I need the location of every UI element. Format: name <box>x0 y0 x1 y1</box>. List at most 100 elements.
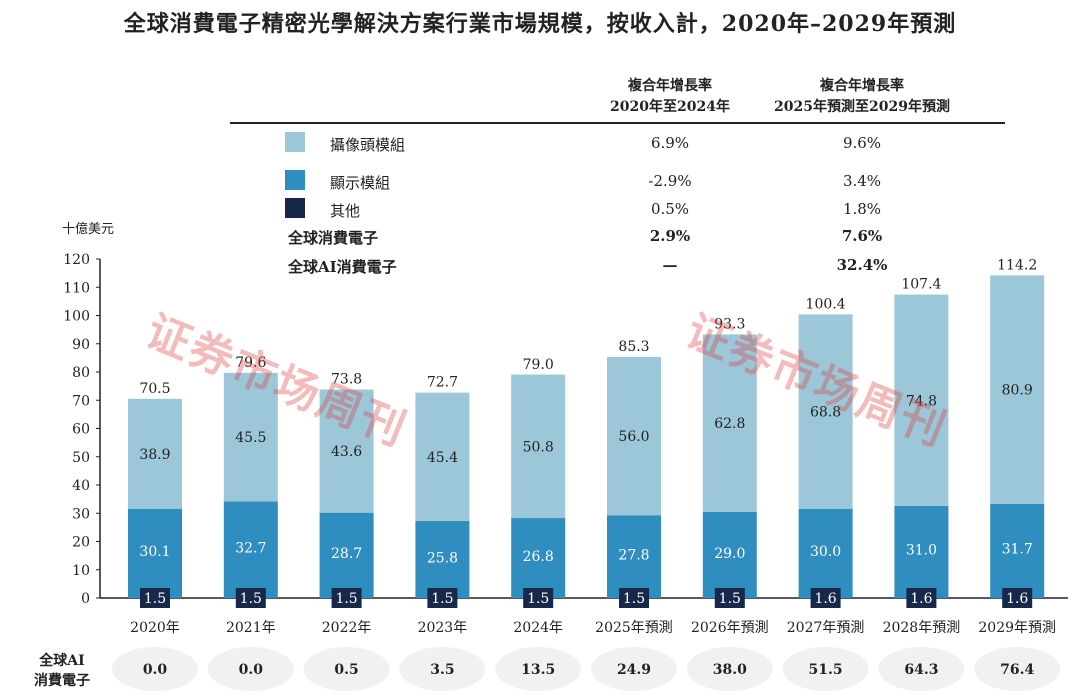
ai-value-bubble <box>782 647 869 691</box>
bar-segment-camera <box>319 389 374 513</box>
bar-segment-display <box>798 508 853 598</box>
ai-value-label: 3.5 <box>430 662 454 678</box>
y-tick-label: 20 <box>72 535 90 551</box>
other-value-label: 1.5 <box>431 591 453 607</box>
display-value-label: 29.0 <box>714 546 745 562</box>
ai-value-bubble <box>591 647 677 691</box>
other-value-label: 1.6 <box>814 591 836 607</box>
ai-value-bubble <box>112 647 198 691</box>
y-tick-label: 100 <box>63 309 90 325</box>
bar-segment-camera <box>511 374 566 519</box>
y-tick-label: 60 <box>72 422 90 438</box>
cagr-2025-2029: 9.6% <box>842 134 882 152</box>
y-tick-label: 10 <box>72 563 90 579</box>
bar-segment-display <box>319 512 374 598</box>
x-tick-label: 2029年預測 <box>978 620 1056 636</box>
other-value-label: 1.5 <box>623 591 645 607</box>
y-axis-unit: 十億美元 <box>62 222 115 237</box>
bar-segment-other <box>235 588 266 608</box>
other-value-label: 1.5 <box>240 591 262 607</box>
cagr-2025-2029: 1.8% <box>842 200 882 218</box>
total-value-label: 79.0 <box>523 357 554 373</box>
display-value-label: 30.1 <box>139 544 170 560</box>
ai-value-label: 0.0 <box>239 662 264 678</box>
cagr-header-2025-2029: 複合年增長率 2025年預測至2029年預測 <box>752 76 972 118</box>
legend-swatch <box>285 132 305 152</box>
x-tick-label: 2028年預測 <box>883 620 961 636</box>
ai-row-label: 全球AI 消費電子 <box>34 651 90 691</box>
display-value-label: 28.7 <box>331 546 362 562</box>
y-tick-label: 90 <box>72 337 90 353</box>
other-value-label: 1.6 <box>1006 591 1028 607</box>
total-value-label: 107.4 <box>901 277 941 293</box>
cagr-2020-2024: 6.9% <box>650 134 690 152</box>
total-value-label: 114.2 <box>997 257 1037 273</box>
bar-segment-display <box>128 508 182 598</box>
cagr-2025-2029: 32.4% <box>836 256 888 274</box>
camera-value-label: 68.8 <box>810 405 841 421</box>
display-value-label: 25.8 <box>427 550 458 566</box>
display-value-label: 30.0 <box>810 544 841 560</box>
y-tick-label: 120 <box>63 252 90 268</box>
camera-value-label: 56.0 <box>618 429 649 445</box>
y-tick-label: 80 <box>72 365 90 381</box>
bar-segment-display <box>894 505 949 598</box>
total-value-label: 79.6 <box>235 355 266 371</box>
ai-value-label: 51.5 <box>809 662 843 678</box>
bar-segment-other <box>427 588 458 608</box>
camera-value-label: 62.8 <box>714 416 745 432</box>
total-value-label: 85.3 <box>618 339 649 355</box>
ai-value-bubble <box>303 647 390 691</box>
row-label: 全球消費電子 <box>288 229 379 247</box>
other-value-label: 1.5 <box>144 591 166 607</box>
cagr-header-2020-2024: 複合年增長率 2020年至2024年 <box>590 76 750 118</box>
total-value-label: 70.5 <box>139 381 170 397</box>
bar-segment-display <box>702 511 757 598</box>
cagr-2025-2029: 3.4% <box>842 172 882 190</box>
bar-segment-other <box>714 588 745 608</box>
row-label: 顯示模組 <box>330 174 391 192</box>
ai-value-label: 13.5 <box>521 662 555 678</box>
x-tick-label: 2024年 <box>513 620 563 636</box>
other-value-label: 1.6 <box>910 591 932 607</box>
camera-value-label: 45.5 <box>235 430 266 446</box>
bar-segment-display <box>607 515 661 598</box>
ai-value-label: 0.0 <box>143 662 168 678</box>
x-tick-label: 2026年預測 <box>691 620 769 636</box>
ai-value-label: 76.4 <box>1000 662 1034 678</box>
ai-value-bubble <box>686 647 773 691</box>
row-label: 全球AI消費電子 <box>288 258 397 276</box>
bar-segment-camera <box>415 392 470 521</box>
x-tick-label: 2023年 <box>418 620 468 636</box>
ai-value-bubble <box>399 647 486 691</box>
cagr-row: 攝像頭模組 6.9% 9.6% <box>0 132 1080 156</box>
display-value-label: 27.8 <box>618 547 649 563</box>
bar-segment-display <box>415 520 470 598</box>
x-tick-label: 2021年 <box>226 620 276 636</box>
other-value-label: 1.5 <box>335 591 357 607</box>
bar-segment-other <box>810 588 841 608</box>
bar-segment-camera <box>798 314 853 509</box>
camera-value-label: 45.4 <box>427 450 458 466</box>
bar-segment-camera <box>702 334 757 512</box>
bar-segment-camera <box>607 357 661 516</box>
ai-value-bubble <box>878 647 965 691</box>
row-label: 攝像頭模組 <box>330 136 406 154</box>
table-rule <box>230 122 1005 124</box>
other-value-label: 1.5 <box>527 591 549 607</box>
ai-label-line: 全球AI <box>39 653 85 669</box>
ai-label-line: 消費電子 <box>34 673 90 689</box>
camera-value-label: 74.8 <box>906 393 937 409</box>
bar-segment-display <box>990 503 1045 598</box>
cagr-row: 全球消費電子 2.9% 7.6% <box>0 227 1080 249</box>
display-value-label: 31.0 <box>906 543 937 559</box>
bar-segment-other <box>906 588 937 608</box>
y-tick-label: 0 <box>81 591 90 607</box>
total-value-label: 100.4 <box>806 296 846 312</box>
header-line: 2020年至2024年 <box>610 99 730 115</box>
y-tick-label: 30 <box>72 506 90 522</box>
header-line: 2025年預測至2029年預測 <box>774 99 950 115</box>
ai-value-label: 38.0 <box>713 662 747 678</box>
y-tick-label: 110 <box>63 280 90 296</box>
cagr-row: 全球AI消費電子 — 32.4% <box>0 256 1080 278</box>
